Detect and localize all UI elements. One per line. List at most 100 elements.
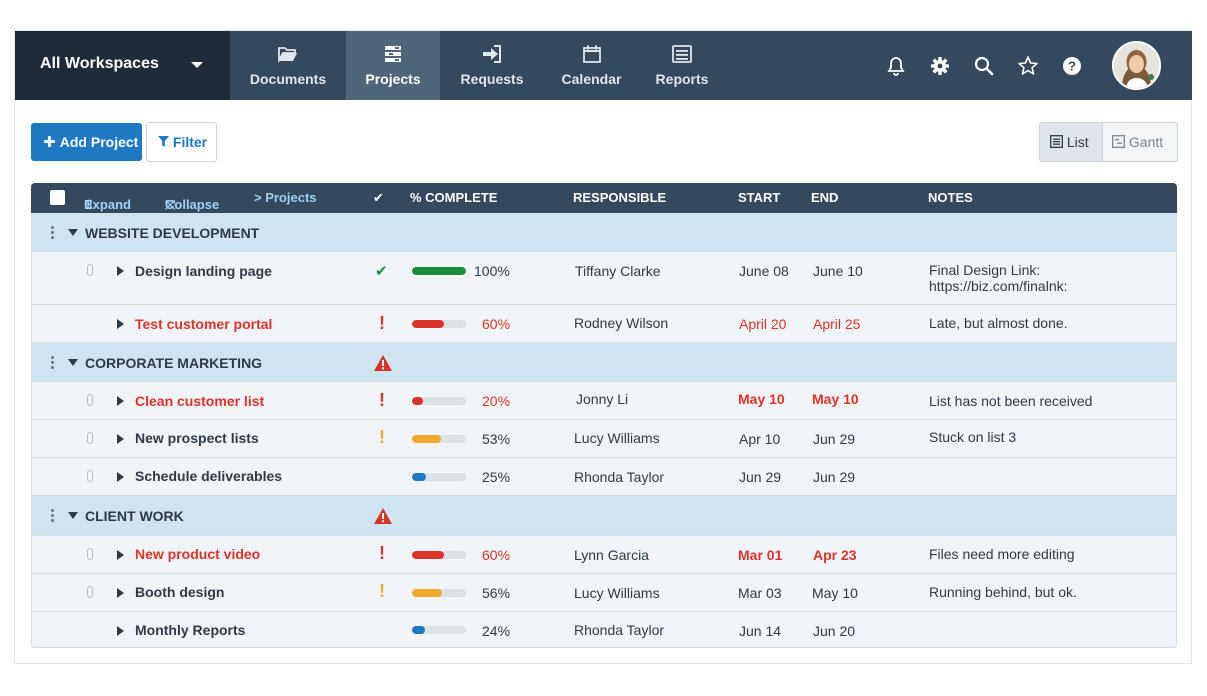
percent-complete: 24%	[482, 623, 511, 639]
tab-label: Reports	[655, 71, 709, 87]
at-risk-icon: !	[379, 427, 385, 447]
group-row[interactable]: CLIENT WORK	[32, 496, 1176, 536]
tab-reports[interactable]: Reports	[639, 31, 725, 100]
bell-icon[interactable]	[885, 55, 907, 77]
task-name[interactable]: Test customer portal	[135, 316, 273, 332]
star-icon[interactable]	[1017, 55, 1039, 77]
header-notes[interactable]: NOTES	[928, 190, 973, 205]
table-row[interactable]: Clean customer list ! 20% Jonny Li May 1…	[32, 382, 1176, 420]
task-name[interactable]: Monthly Reports	[135, 622, 246, 638]
paperclip-icon[interactable]	[87, 586, 93, 598]
percent-complete: 100%	[474, 263, 510, 279]
user-avatar[interactable]	[1112, 41, 1161, 90]
filter-button[interactable]: Filter	[146, 122, 217, 162]
task-name[interactable]: Schedule deliverables	[135, 468, 283, 484]
percent-complete: 20%	[482, 393, 511, 409]
drag-handle-icon[interactable]	[51, 356, 54, 371]
paperclip-icon[interactable]	[87, 548, 93, 560]
select-all-checkbox[interactable]	[50, 190, 65, 205]
expand-row-icon[interactable]	[117, 472, 124, 482]
expand-row-icon[interactable]	[117, 550, 124, 560]
responsible: Lynn Garcia	[574, 547, 649, 563]
table-row[interactable]: Monthly Reports 24% Rhonda Taylor Jun 14…	[32, 612, 1176, 647]
paperclip-icon[interactable]	[87, 394, 93, 406]
progress-bar	[412, 267, 466, 275]
start-date: Jun 14	[739, 623, 782, 639]
progress-bar	[412, 551, 466, 559]
gantt-view-icon	[1112, 135, 1125, 148]
late-alert-icon: !	[379, 390, 385, 410]
tab-label: Projects	[365, 71, 421, 87]
collapse-group-icon[interactable]	[68, 359, 78, 366]
check-icon: ✔	[375, 263, 388, 280]
responsible: Rhonda Taylor	[574, 622, 665, 638]
table-row[interactable]: Booth design ! 56% Lucy Williams Mar 03 …	[32, 574, 1176, 612]
help-icon[interactable]: ?	[1061, 55, 1083, 77]
tab-projects[interactable]: Projects	[346, 31, 440, 100]
expand-row-icon[interactable]	[117, 434, 124, 444]
group-row[interactable]: WEBSITE DEVELOPMENT	[32, 213, 1176, 252]
table-row[interactable]: New product video ! 60% Lynn Garcia Mar …	[32, 536, 1176, 574]
paperclip-icon[interactable]	[87, 470, 93, 482]
responsible: Jonny Li	[576, 391, 629, 407]
group-row[interactable]: CORPORATE MARKETING	[32, 343, 1176, 382]
expand-row-icon[interactable]	[117, 319, 124, 329]
tab-label: Calendar	[561, 71, 622, 87]
task-name[interactable]: Design landing page	[135, 263, 272, 279]
progress-bar	[412, 320, 466, 328]
collapse-group-icon[interactable]	[68, 512, 78, 519]
drag-handle-icon[interactable]	[51, 509, 54, 524]
header-end[interactable]: END	[811, 190, 839, 205]
filter-label: Filter	[172, 134, 208, 150]
check-column-icon[interactable]: ✔	[373, 190, 384, 205]
collapse-label: Collapse	[165, 197, 220, 212]
task-name[interactable]: Clean customer list	[135, 393, 265, 409]
task-name[interactable]: New product video	[135, 546, 261, 562]
task-name[interactable]: Booth design	[135, 584, 225, 600]
expand-row-icon[interactable]	[117, 266, 124, 276]
header-responsible[interactable]: RESPONSIBLE	[573, 190, 667, 205]
user-photo	[1114, 43, 1159, 88]
paperclip-icon[interactable]	[87, 432, 93, 444]
gear-icon[interactable]	[929, 55, 951, 77]
end-date: May 10	[812, 391, 859, 407]
sign-in-icon	[483, 45, 501, 63]
expand-row-icon[interactable]	[117, 588, 124, 598]
table-row[interactable]: New prospect lists ! 53% Lucy Williams A…	[32, 420, 1176, 458]
view-gantt-toggle[interactable]: Gantt	[1102, 122, 1178, 162]
responsible: Rhonda Taylor	[574, 469, 665, 485]
projects-link[interactable]: > Projects	[254, 190, 317, 205]
table-row[interactable]: Test customer portal ! 60% Rodney Wilson…	[32, 305, 1176, 343]
expand-row-icon[interactable]	[117, 396, 124, 406]
header-complete[interactable]: % COMPLETE	[410, 190, 498, 205]
group-name: CLIENT WORK	[85, 508, 184, 524]
add-project-button[interactable]: ✚ Add Project	[31, 123, 142, 161]
progress-bar	[412, 473, 466, 481]
table-row[interactable]: Design landing page ✔ 100% Tiffany Clark…	[32, 252, 1176, 305]
table-row[interactable]: Schedule deliverables 25% Rhonda Taylor …	[32, 458, 1176, 496]
search-icon[interactable]	[973, 55, 995, 77]
end-date: Jun 29	[813, 469, 856, 485]
end-date: Apr 23	[813, 547, 857, 563]
progress-fill	[412, 435, 441, 443]
paperclip-icon[interactable]	[87, 264, 93, 276]
warning-icon	[374, 355, 392, 371]
tab-requests[interactable]: Requests	[440, 31, 544, 100]
collapse-group-icon[interactable]	[68, 229, 78, 236]
progress-bar	[412, 435, 466, 443]
drag-handle-icon[interactable]	[51, 226, 54, 241]
tab-documents[interactable]: Documents	[230, 31, 346, 100]
progress-bar	[412, 589, 466, 597]
end-date: April 25	[813, 316, 861, 332]
end-date: May 10	[812, 585, 858, 601]
projects-table: WEBSITE DEVELOPMENT Design landing page …	[31, 213, 1177, 648]
group-name: WEBSITE DEVELOPMENT	[85, 225, 260, 241]
expand-row-icon[interactable]	[117, 626, 124, 636]
tab-calendar[interactable]: Calendar	[544, 31, 639, 100]
gantt-label: Gantt	[1128, 134, 1164, 150]
workspace-selector[interactable]: All Workspaces	[15, 31, 230, 100]
view-list-toggle[interactable]: List	[1039, 122, 1103, 162]
at-risk-icon: !	[379, 581, 385, 601]
task-name[interactable]: New prospect lists	[135, 430, 259, 446]
header-start[interactable]: START	[738, 190, 781, 205]
